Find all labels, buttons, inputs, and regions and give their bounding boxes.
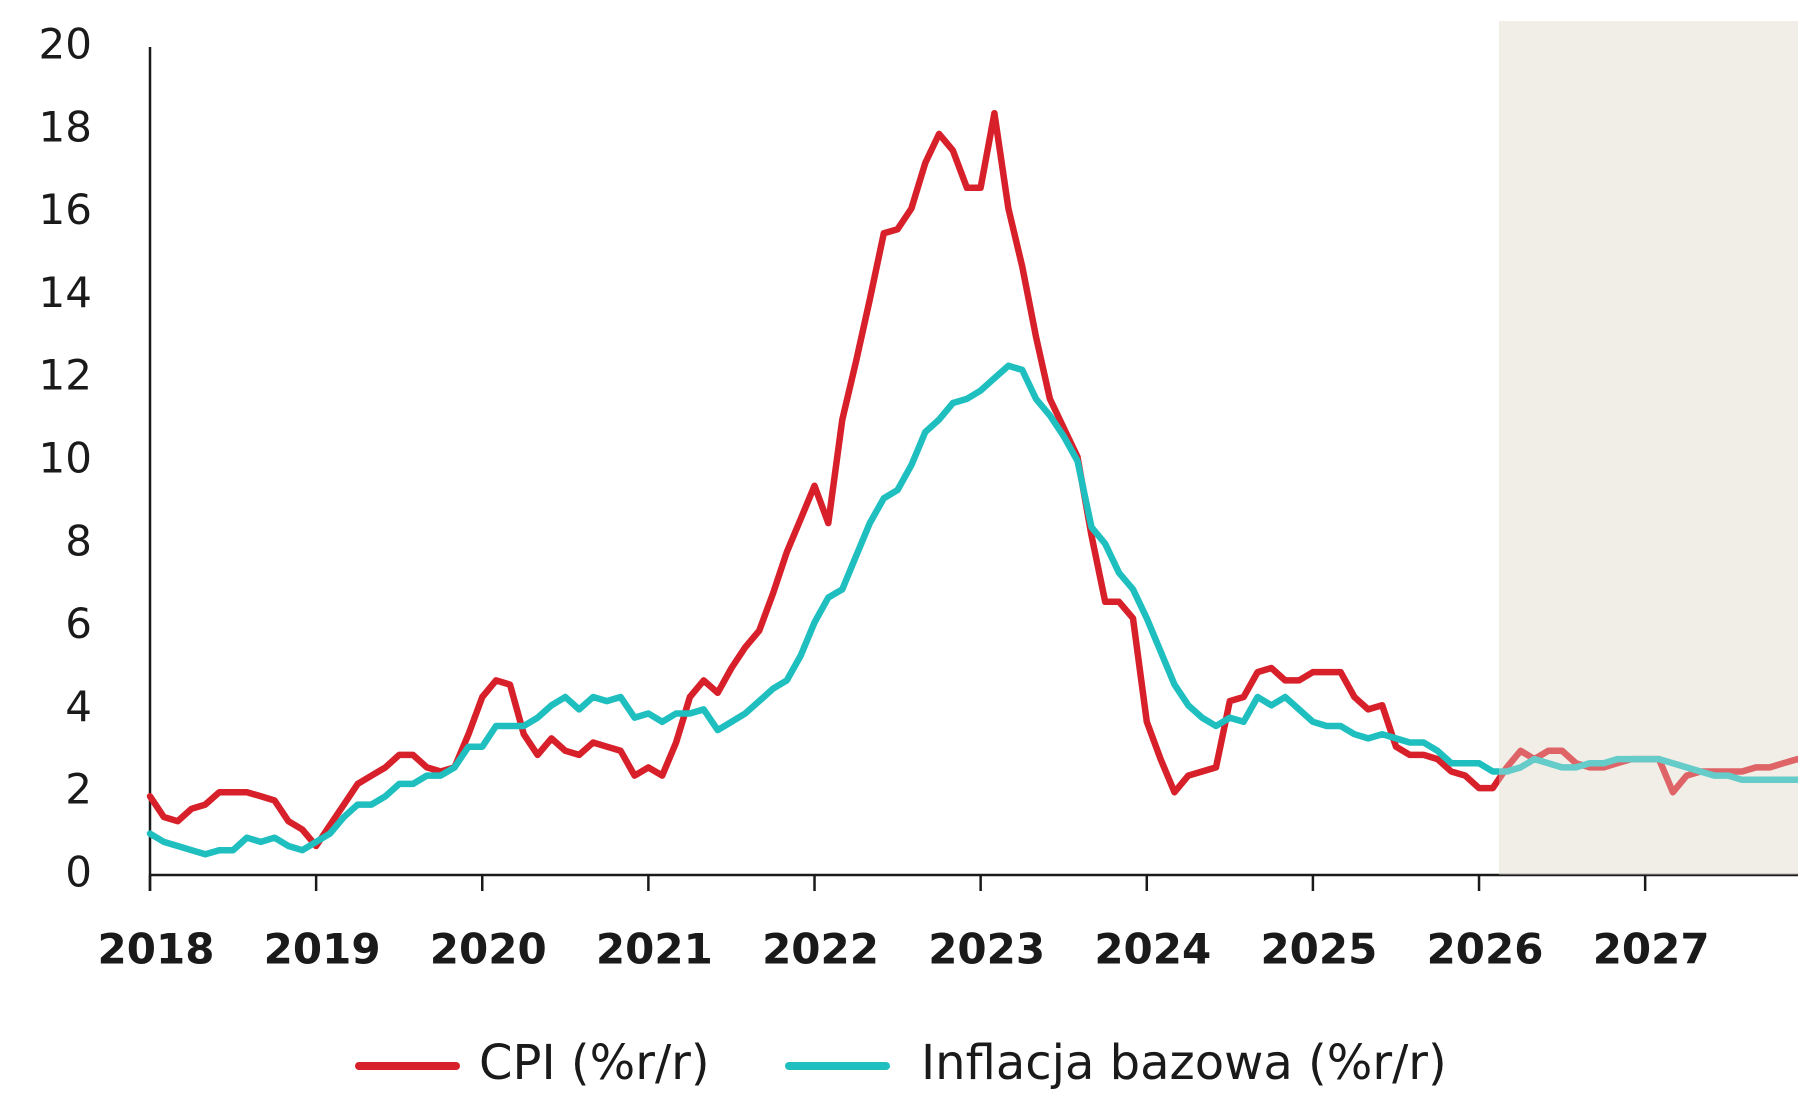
y-tick-label: 4 [65, 682, 92, 731]
y-tick-label: 12 [39, 351, 92, 400]
x-tick-label: 2023 [928, 925, 1045, 974]
x-tick-label: 2026 [1427, 925, 1544, 974]
y-tick-label: 20 [39, 20, 92, 69]
y-tick-label: 2 [65, 765, 92, 814]
x-tick-label: 2022 [762, 925, 879, 974]
series-line [146, 109, 1798, 850]
y-tick-label: 10 [39, 434, 92, 483]
legend-label: CPI (%r/r) [479, 1035, 710, 1091]
x-tick-label: 2018 [98, 925, 215, 974]
y-tick-label: 16 [39, 185, 92, 234]
x-tick-label: 2019 [264, 925, 381, 974]
legend-label: Inflacja bazowa (%r/r) [921, 1035, 1447, 1091]
y-tick-label: 6 [65, 599, 92, 648]
y-tick-label: 18 [39, 102, 92, 151]
y-tick-label: 14 [39, 268, 92, 317]
y-tick-label: 8 [65, 516, 92, 565]
forecast-overlay [1498, 21, 1798, 875]
x-tick-label: 2024 [1094, 925, 1211, 974]
y-tick-label: 0 [65, 848, 92, 897]
forecast-region [1498, 21, 1798, 875]
x-tick-label: 2021 [596, 925, 713, 974]
series-line [146, 362, 1798, 858]
x-tick-label: 2025 [1260, 925, 1377, 974]
x-tick-label: 2027 [1593, 925, 1710, 974]
x-tick-label: 2020 [430, 925, 547, 974]
